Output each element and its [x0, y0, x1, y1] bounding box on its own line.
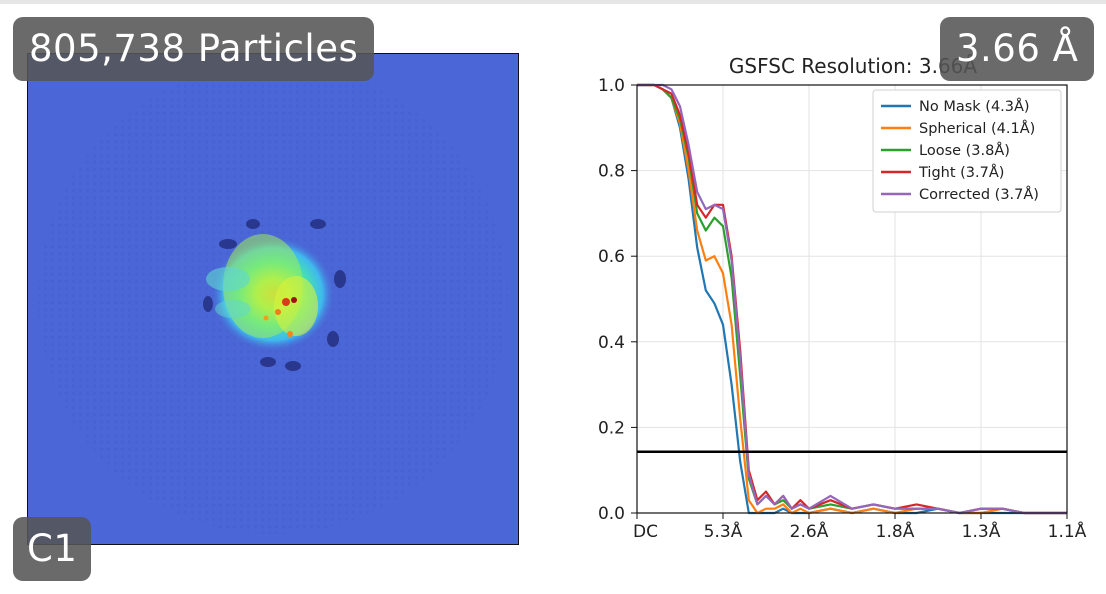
- symmetry-badge: C1: [13, 517, 92, 581]
- legend-label-tight: Tight (3.7Å): [918, 164, 1004, 181]
- legend-box: [872, 89, 1062, 213]
- legend-label-spherical: Spherical (4.1Å): [919, 120, 1035, 137]
- x-tick-label: 1.1Å: [1048, 520, 1087, 542]
- legend-label-corrected: Corrected (3.7Å): [919, 186, 1039, 203]
- y-tick-label: 0.8: [598, 162, 625, 182]
- y-tick-label: 0.0: [598, 504, 625, 524]
- x-tick-label: 1.8Å: [876, 520, 915, 542]
- y-tick-label: 1.0: [598, 76, 625, 96]
- series-line-corrected: [637, 83, 1067, 515]
- legend-label-loose: Loose (3.8Å): [919, 142, 1010, 159]
- x-tick-label: 1.3Å: [962, 520, 1001, 542]
- particle-count-badge: 805,738 Particles: [13, 17, 375, 81]
- x-axis-ticks: DC 5.3Å 2.6Å 1.8Å 1.3Å 1.1Å: [633, 513, 1087, 542]
- fsc-chart: GSFSC Resolution: 3.66Å 0.0 0.2 0.4 0.6 0.8 1…: [598, 54, 1087, 542]
- chart-title: GSFSC Resolution: 3.66Å: [729, 54, 977, 78]
- x-tick-label: 5.3Å: [704, 520, 743, 542]
- y-tick-label: 0.4: [598, 333, 625, 353]
- chart-legend: No Mask (4.3Å) Spherical (4.1Å) Loose (3.8…: [872, 89, 1062, 213]
- legend-label-no_mask: No Mask (4.3Å): [919, 98, 1030, 115]
- top-divider: [0, 0, 1106, 4]
- chart-series-group: [637, 83, 1067, 515]
- resolution-badge: 3.66 Å: [940, 17, 1095, 81]
- x-tick-label: DC: [633, 522, 658, 542]
- x-tick-label: 2.6Å: [790, 520, 829, 542]
- y-tick-label: 0.2: [598, 418, 625, 438]
- dark-ring: [203, 219, 346, 371]
- plot-area-frame: [636, 84, 1068, 514]
- y-tick-label: 0.6: [598, 247, 625, 267]
- particle-density: [206, 234, 335, 352]
- density-map-image: [27, 53, 519, 545]
- y-axis-ticks: 0.0 0.2 0.4 0.6 0.8 1.0: [598, 76, 637, 524]
- density-map-graphic: [28, 54, 518, 544]
